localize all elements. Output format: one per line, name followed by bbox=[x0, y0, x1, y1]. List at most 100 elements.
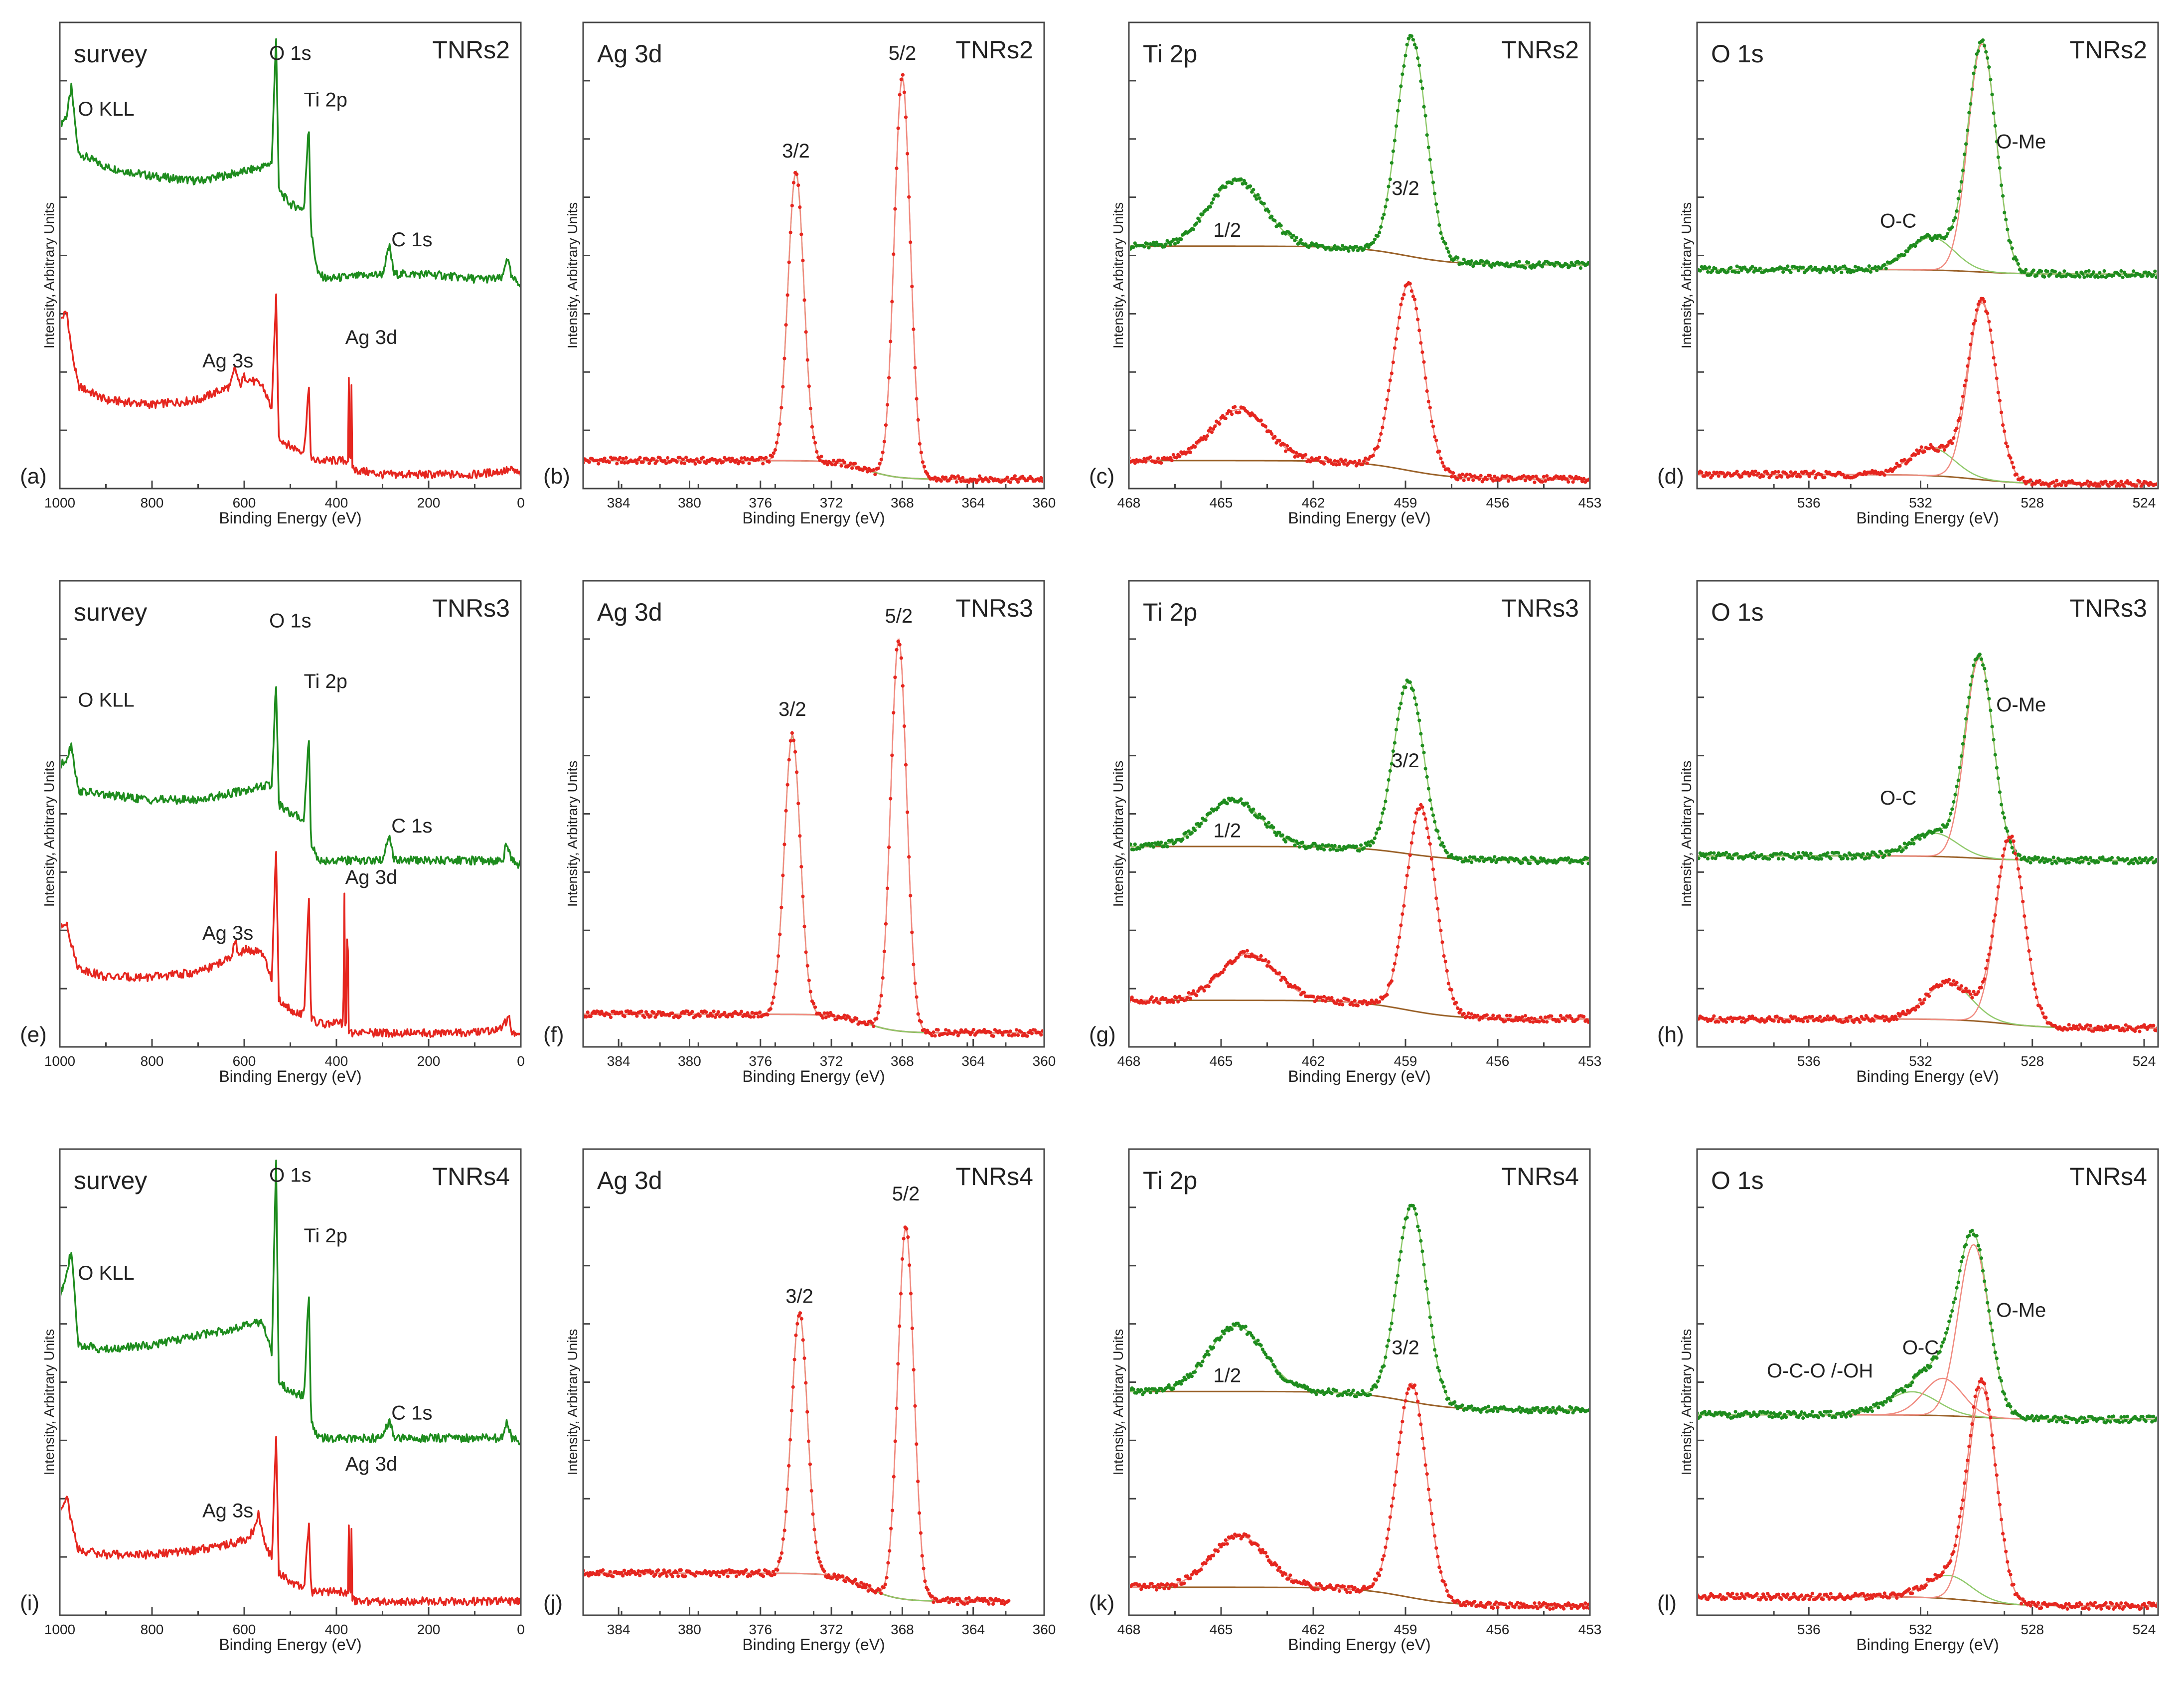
data-point bbox=[1396, 1274, 1400, 1278]
data-point bbox=[1019, 1030, 1023, 1034]
data-point bbox=[1429, 170, 1433, 174]
data-point bbox=[1463, 1604, 1467, 1608]
data-point bbox=[781, 873, 785, 877]
data-point bbox=[950, 1597, 954, 1601]
data-point bbox=[1456, 1006, 1460, 1010]
x-tick-label: 532 bbox=[1909, 1622, 1932, 1637]
data-point bbox=[1956, 778, 1960, 782]
data-point bbox=[1956, 1525, 1960, 1529]
data-point bbox=[1882, 1591, 1886, 1595]
data-point bbox=[620, 1010, 624, 1014]
data-point bbox=[1847, 268, 1851, 272]
data-point bbox=[1368, 1392, 1372, 1396]
data-point bbox=[1347, 249, 1351, 253]
data-point bbox=[1984, 1391, 1988, 1395]
data-point bbox=[791, 738, 795, 742]
data-point bbox=[1780, 1597, 1784, 1601]
data-point bbox=[895, 167, 899, 170]
data-point bbox=[1962, 383, 1967, 388]
data-point bbox=[1359, 843, 1363, 847]
data-point bbox=[1832, 270, 1836, 274]
x-tick-label: 800 bbox=[141, 1053, 164, 1069]
data-point bbox=[1516, 1601, 1520, 1605]
data-point bbox=[1436, 1365, 1440, 1370]
data-point bbox=[1580, 480, 1584, 484]
data-point bbox=[1902, 842, 1906, 845]
data-point bbox=[1356, 1004, 1360, 1008]
data-point bbox=[915, 397, 919, 401]
sample-label: TNRs4 bbox=[1501, 1163, 1579, 1190]
data-point bbox=[2096, 1024, 2100, 1028]
data-point bbox=[693, 462, 697, 466]
data-point bbox=[1144, 460, 1148, 464]
data-point bbox=[1962, 989, 1967, 994]
data-point bbox=[1806, 853, 1810, 857]
x-tick-label: 376 bbox=[749, 495, 772, 510]
panel-label: (l) bbox=[1657, 1591, 1677, 1615]
data-point bbox=[1001, 1599, 1005, 1603]
data-point bbox=[1712, 1014, 1716, 1018]
data-point bbox=[1147, 1000, 1151, 1004]
data-point bbox=[683, 1574, 687, 1578]
data-point bbox=[1964, 1243, 1968, 1247]
data-point bbox=[1575, 1017, 1579, 1021]
data-point bbox=[1560, 477, 1564, 481]
data-point bbox=[1986, 1301, 1990, 1305]
data-point bbox=[1398, 99, 1402, 103]
peak-annotation: Ag 3s bbox=[202, 350, 253, 372]
data-points-red bbox=[1130, 281, 1589, 485]
data-point bbox=[1554, 1411, 1558, 1415]
data-point bbox=[1313, 1588, 1317, 1592]
data-point bbox=[1486, 1404, 1491, 1408]
data-point bbox=[1391, 1308, 1395, 1312]
data-point bbox=[1429, 419, 1433, 423]
data-point bbox=[1969, 683, 1973, 687]
data-point bbox=[1520, 861, 1524, 865]
data-point bbox=[1569, 475, 1573, 479]
data-point bbox=[1793, 1412, 1797, 1416]
data-point bbox=[912, 963, 916, 967]
data-point bbox=[1812, 469, 1816, 474]
data-points-red bbox=[1698, 1377, 2157, 1611]
data-point bbox=[1150, 1582, 1154, 1586]
data-point bbox=[2001, 194, 2005, 198]
data-point bbox=[907, 195, 911, 199]
data-point bbox=[1772, 1019, 1776, 1023]
data-point bbox=[1423, 376, 1427, 380]
data-point bbox=[1830, 1017, 1834, 1021]
data-point bbox=[2152, 273, 2156, 277]
data-point bbox=[930, 1594, 934, 1598]
data-point bbox=[913, 1404, 917, 1408]
data-point bbox=[713, 458, 717, 462]
data-point bbox=[1291, 839, 1295, 843]
data-point bbox=[1399, 303, 1403, 307]
data-point bbox=[816, 1556, 821, 1560]
data-point bbox=[678, 1014, 682, 1018]
data-point bbox=[1863, 1017, 1867, 1021]
data-point bbox=[1468, 262, 1472, 266]
x-axis-label: Binding Energy (eV) bbox=[1288, 1636, 1430, 1654]
data-point bbox=[638, 456, 642, 460]
data-point bbox=[1273, 1364, 1277, 1369]
data-point bbox=[1433, 191, 1437, 195]
data-point bbox=[1927, 447, 1931, 451]
data-point bbox=[1700, 471, 1704, 475]
data-point bbox=[788, 230, 792, 234]
sample-label: TNRs2 bbox=[2069, 36, 2147, 64]
data-point bbox=[801, 259, 805, 263]
data-point bbox=[1222, 1542, 1226, 1546]
data-point bbox=[1505, 1013, 1509, 1017]
data-point bbox=[1981, 663, 1985, 667]
data-point bbox=[1996, 885, 2000, 889]
data-point bbox=[853, 1577, 858, 1581]
data-point bbox=[1955, 785, 1959, 789]
data-point bbox=[1423, 817, 1427, 821]
data-point bbox=[2004, 826, 2008, 830]
data-point bbox=[2081, 1420, 2085, 1424]
data-point bbox=[772, 995, 776, 1000]
survey-spectrum-red bbox=[61, 293, 520, 480]
data-point bbox=[816, 455, 820, 460]
data-point bbox=[1881, 1595, 1885, 1599]
data-point bbox=[1569, 1406, 1573, 1410]
